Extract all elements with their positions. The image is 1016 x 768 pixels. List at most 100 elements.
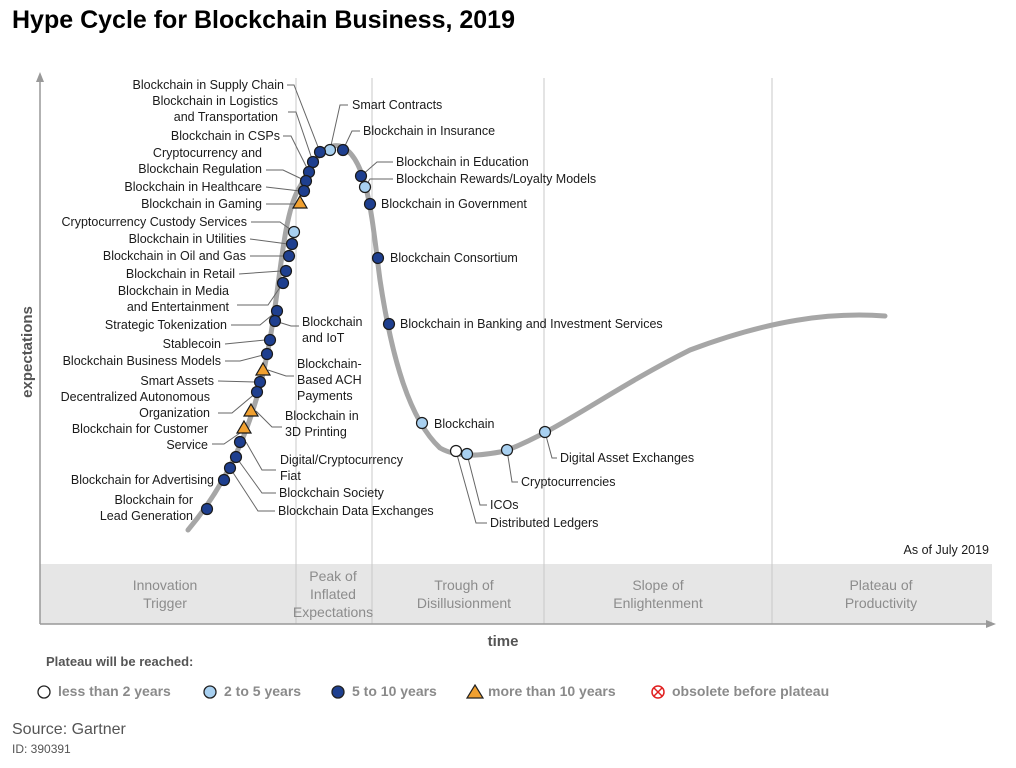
leader-line-smart-contracts — [329, 104, 348, 151]
marker-distributed-ledgers — [449, 444, 463, 458]
marker-decentralized-autonomous-organization — [250, 385, 264, 399]
leader-line-blockchain-for-customer-service — [212, 432, 241, 445]
label-decentralized-autonomous-organization: Decentralized Autonomous Organization — [61, 390, 210, 420]
leader-line-blockchain-in-insurance — [342, 130, 360, 151]
label-blockchain-for-customer-service: Blockchain for Customer Service — [72, 422, 208, 452]
label-distributed-ledgers: Distributed Ledgers — [490, 516, 598, 530]
chart-title: Hype Cycle for Blockchain Business, 2019 — [12, 6, 515, 34]
marker-blockchain-in-supply-chain — [313, 145, 327, 159]
dark-blue-circle-icon — [331, 685, 345, 699]
label-blockchain-in-logistics-and-transportation: Blockchain in Logistics and Transportatio… — [152, 94, 278, 124]
marker-blockchain-in-utilities — [285, 237, 299, 251]
light-blue-circle-icon — [203, 685, 217, 699]
phase-labels: Innovation Trigger Peak of Inflated Expecta… — [133, 568, 917, 620]
marker-cryptocurrency-and-blockchain-regulation — [299, 174, 313, 188]
leader-line-decentralized-autonomous-organization — [218, 391, 258, 414]
label-blockchain-data-exchanges: Blockchain Data Exchanges — [278, 504, 434, 518]
marker-blockchain-in-media-and-entertainment — [276, 276, 290, 290]
marker-blockchain-rewards-loyalty-models — [358, 180, 372, 194]
leader-line-distributed-ledgers — [455, 450, 487, 524]
label-blockchain-in-education: Blockchain in Education — [396, 155, 529, 169]
label-blockchain: Blockchain — [434, 417, 494, 431]
marker-blockchain-in-oil-and-gas — [282, 249, 296, 263]
marker-blockchain-society — [229, 450, 243, 464]
leader-line-blockchain-business-models — [225, 353, 268, 362]
x-axis-label: time — [488, 633, 519, 650]
leader-lines — [212, 84, 557, 524]
marker-blockchain-in-education — [354, 169, 368, 183]
label-blockchain-in-healthcare: Blockchain in Healthcare — [124, 180, 262, 194]
y-axis-label: expectations — [19, 306, 36, 398]
marker-blockchain-business-models — [260, 347, 274, 361]
label-blockchain-rewards-loyalty-models: Blockchain Rewards/Loyalty Models — [396, 172, 596, 186]
leader-line-blockchain-society — [235, 456, 276, 494]
phase-label-trough: Trough of Disillusionment — [417, 577, 511, 611]
phase-label-slope: Slope of Enlightenment — [613, 577, 703, 611]
label-blockchain-in-retail: Blockchain in Retail — [126, 267, 235, 281]
marker-blockchain-in-gaming — [291, 194, 309, 209]
label-blockchain-in-gaming: Blockchain in Gaming — [141, 197, 262, 211]
leader-line-smart-assets — [217, 380, 256, 383]
marker-blockchain-for-customer-service — [235, 419, 253, 434]
label-blockchain-in-3d-printing: Blockchain in 3D Printing — [285, 409, 359, 439]
label-blockchain-society: Blockchain Society — [279, 486, 385, 500]
legend-label: less than 2 years — [58, 683, 171, 699]
document-id: ID: 390391 — [12, 742, 71, 756]
marker-blockchain-for-lead-generation — [200, 502, 214, 516]
marker-icos — [460, 447, 474, 461]
marker-blockchain-and-iot — [268, 314, 282, 328]
hype-cycle-chart: expectations time As of July 2019 Innova… — [19, 72, 996, 650]
leader-line-blockchain-based-ach-payments — [267, 369, 294, 377]
marker-blockchain-in-healthcare — [297, 184, 311, 198]
marker-cryptocurrencies — [500, 443, 514, 457]
marker-blockchain-based-ach-payments — [254, 361, 272, 376]
marker-blockchain-in-retail — [279, 264, 293, 278]
technology-markers — [200, 143, 552, 516]
label-blockchain-consortium: Blockchain Consortium — [390, 251, 518, 265]
label-cryptocurrency-custody-services: Cryptocurrency Custody Services — [62, 215, 247, 229]
leader-line-blockchain-in-supply-chain — [287, 84, 321, 153]
marker-stablecoin — [263, 333, 277, 347]
phase-label-peak: Peak of Inflated Expectations — [293, 568, 373, 620]
label-blockchain-in-insurance: Blockchain in Insurance — [363, 124, 495, 138]
label-strategic-tokenization: Strategic Tokenization — [105, 318, 227, 332]
marker-blockchain-in-government — [363, 197, 377, 211]
legend-title: Plateau will be reached: — [46, 654, 194, 669]
legend-label: obsolete before plateau — [672, 683, 830, 699]
axes — [36, 72, 996, 628]
label-blockchain-in-supply-chain: Blockchain in Supply Chain — [133, 78, 285, 92]
marker-blockchain-for-advertising — [217, 473, 231, 487]
marker-blockchain-consortium — [371, 251, 385, 265]
phase-dividers — [295, 78, 773, 624]
marker-blockchain-in-3d-printing — [242, 402, 260, 417]
leader-line-strategic-tokenization — [231, 310, 278, 326]
leader-line-blockchain-in-utilities — [249, 238, 289, 245]
leader-line-blockchain-in-csps — [283, 135, 310, 173]
white-circle-icon — [37, 685, 51, 699]
phase-label-innovation-trigger: Innovation Trigger — [133, 577, 198, 611]
label-cryptocurrencies: Cryptocurrencies — [521, 475, 615, 489]
legend-label: 5 to 10 years — [352, 683, 437, 699]
label-blockchain-in-csps: Blockchain in CSPs — [171, 129, 280, 143]
leader-line-cryptocurrency-and-blockchain-regulation — [266, 169, 307, 182]
marker-digital-cryptocurrency-fiat — [233, 435, 247, 449]
legend-label: more than 10 years — [488, 683, 616, 699]
leader-line-digital-asset-exchanges — [544, 431, 557, 459]
marker-cryptocurrency-custody-services — [287, 225, 301, 239]
label-blockchain-based-ach-payments: Blockchain-Based ACH Payments — [297, 357, 362, 403]
label-blockchain-business-models: Blockchain Business Models — [63, 354, 221, 368]
label-blockchain-for-advertising: Blockchain for Advertising — [71, 473, 214, 487]
marker-blockchain-in-logistics-and-transportation — [306, 155, 320, 169]
label-blockchain-in-government: Blockchain in Government — [381, 197, 527, 211]
label-cryptocurrency-and-blockchain-regulation: Cryptocurrency and Blockchain Regulation — [138, 146, 262, 176]
leader-line-blockchain-in-retail — [238, 270, 282, 275]
label-digital-asset-exchanges: Digital Asset Exchanges — [560, 451, 694, 465]
orange-triangle-icon — [466, 684, 484, 699]
phase-band — [40, 564, 992, 624]
marker-blockchain — [415, 416, 429, 430]
marker-blockchain-in-banking-and-investment-services — [382, 317, 396, 331]
source-note: Source: Gartner — [12, 721, 126, 738]
leader-line-blockchain-in-education — [360, 161, 393, 177]
label-smart-contracts: Smart Contracts — [352, 98, 442, 112]
leader-line-digital-cryptocurrency-fiat — [245, 441, 276, 471]
